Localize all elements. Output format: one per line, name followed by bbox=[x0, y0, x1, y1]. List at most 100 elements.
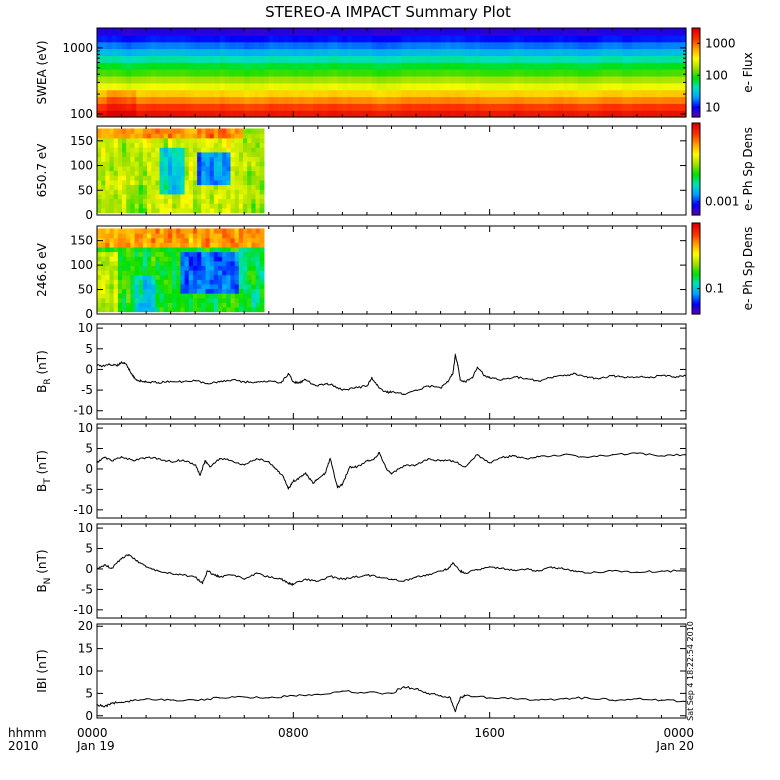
pad1-cell bbox=[163, 203, 169, 209]
pad2-cell bbox=[130, 228, 136, 234]
swea-cell bbox=[592, 55, 599, 63]
pad2-cell bbox=[101, 288, 106, 294]
pad2-cell bbox=[105, 293, 111, 299]
pad2-cell bbox=[222, 242, 227, 248]
pad1-colorbar-cell bbox=[692, 138, 700, 141]
pad1-cell bbox=[105, 151, 111, 158]
swea-cell bbox=[170, 96, 177, 104]
pad1-cell bbox=[259, 137, 265, 144]
swea-cell bbox=[592, 103, 599, 111]
swea-cell bbox=[445, 103, 451, 111]
pad2-cell bbox=[142, 288, 148, 294]
swea-cell bbox=[155, 110, 162, 118]
swea-cell bbox=[470, 75, 476, 84]
swea-cell bbox=[632, 110, 638, 118]
swea-cell bbox=[573, 103, 579, 111]
pad2-cell bbox=[159, 260, 165, 266]
pad2-cell bbox=[101, 233, 106, 239]
swea-cell bbox=[499, 48, 505, 56]
pad1-cell bbox=[197, 128, 202, 134]
pad2-cell bbox=[255, 274, 261, 280]
swea-cell bbox=[106, 62, 113, 70]
swea-cell bbox=[641, 62, 648, 70]
pad1-cell bbox=[259, 198, 265, 204]
pad1-cell bbox=[105, 207, 111, 214]
br-data-point bbox=[231, 379, 233, 381]
pad2-cell bbox=[151, 283, 157, 290]
swea-cell bbox=[607, 82, 613, 91]
swea-cell bbox=[160, 28, 167, 36]
bn-data-point bbox=[575, 570, 577, 572]
pad1-cell bbox=[197, 198, 202, 204]
swea-cell bbox=[558, 89, 564, 98]
pad2-cell bbox=[230, 265, 236, 271]
pad1-cell bbox=[142, 133, 148, 139]
swea-cell bbox=[273, 103, 280, 111]
pad1-cell bbox=[192, 179, 198, 186]
pad1-cell bbox=[180, 170, 186, 176]
pad2-colorbar-cell bbox=[692, 223, 700, 226]
pad1-cell bbox=[226, 207, 232, 214]
swea-cell bbox=[209, 75, 216, 84]
pad2-cell bbox=[134, 302, 140, 308]
pad2-cell bbox=[238, 297, 244, 303]
pad2-cell bbox=[155, 302, 161, 308]
swea-cell bbox=[209, 41, 216, 50]
pad1-cell bbox=[130, 161, 136, 167]
swea-cell bbox=[352, 82, 358, 91]
pad1-cell bbox=[251, 142, 257, 148]
swea-cell bbox=[568, 110, 574, 118]
pad2-colorbar-cell bbox=[692, 273, 700, 276]
bmag-ytick-label: 15 bbox=[78, 642, 93, 656]
swea-cell bbox=[587, 34, 594, 43]
swea-cell bbox=[499, 75, 505, 84]
swea-cell bbox=[249, 28, 255, 36]
bmag-data-point bbox=[103, 706, 105, 708]
br-data-point bbox=[194, 380, 196, 382]
pad1-cell bbox=[247, 179, 252, 186]
pad2-colorbar-cell bbox=[692, 226, 700, 229]
swea-cell bbox=[283, 62, 290, 70]
swea-cell bbox=[308, 55, 314, 63]
bn-data-point bbox=[476, 569, 478, 571]
swea-cell bbox=[106, 75, 113, 84]
pad1-cell bbox=[213, 156, 219, 162]
pad2-ytick-label: 50 bbox=[78, 283, 93, 297]
pad1-cell bbox=[197, 203, 202, 209]
pad1-cell bbox=[230, 170, 236, 176]
pad1-cell bbox=[130, 184, 136, 190]
swea-cell bbox=[219, 55, 226, 63]
bmag-data-point bbox=[415, 688, 417, 690]
pad1-cell bbox=[243, 170, 248, 176]
swea-cell bbox=[391, 89, 398, 98]
swea-cell bbox=[499, 62, 505, 70]
pad2-cell bbox=[238, 270, 244, 276]
swea-cell bbox=[150, 82, 157, 91]
pad1-cell bbox=[234, 184, 240, 190]
bn-data-point bbox=[145, 566, 147, 568]
swea-cell bbox=[391, 96, 398, 104]
pad1-cell bbox=[226, 165, 232, 172]
pad1-cell bbox=[113, 133, 119, 139]
swea-cell bbox=[126, 103, 132, 111]
pad1-cell bbox=[251, 203, 257, 209]
bn-series-line bbox=[96, 554, 686, 587]
swea-cell bbox=[627, 75, 633, 84]
pad1-cell bbox=[230, 198, 236, 204]
pad2-cell bbox=[122, 302, 127, 308]
pad1-cell bbox=[201, 165, 207, 172]
swea-cell bbox=[97, 48, 103, 56]
br-data-point bbox=[297, 382, 299, 384]
swea-cell bbox=[543, 55, 550, 63]
swea-cell bbox=[602, 110, 609, 118]
bmag-data-point bbox=[341, 690, 343, 692]
pad1-cell bbox=[155, 147, 161, 153]
pad1-cell bbox=[197, 170, 202, 176]
swea-cell bbox=[258, 110, 265, 118]
pad1-cell bbox=[255, 165, 261, 172]
pad2-cell bbox=[113, 242, 119, 248]
swea-cell bbox=[195, 41, 201, 50]
pad2-cell bbox=[230, 256, 236, 262]
swea-cell bbox=[258, 55, 265, 63]
swea-cell bbox=[661, 96, 667, 104]
